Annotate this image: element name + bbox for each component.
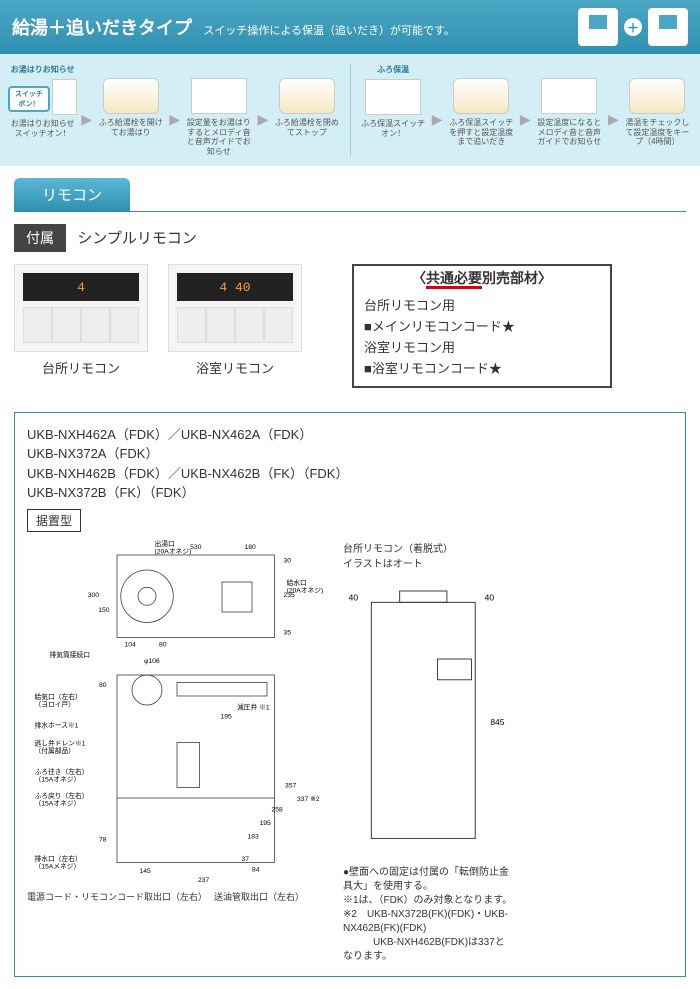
bathtub-icon xyxy=(453,78,509,114)
svg-text:排気筒接続口: 排気筒接続口 xyxy=(50,650,91,659)
svg-text:給気口（左右）（ヨロイ戸）: 給気口（左右）（ヨロイ戸） xyxy=(35,692,82,709)
right-note: 台所リモコン（着脱式） イラストはオート xyxy=(343,540,513,570)
svg-text:逃し弁ドレン※1（付属部品）: 逃し弁ドレン※1（付属部品） xyxy=(35,738,86,755)
flow-step: お湯はりお知らせ スイッチポン！ お湯はりお知らせスイッチオン！ xyxy=(8,64,77,138)
bathtub-icon xyxy=(629,78,685,114)
plus-icon: ＋ xyxy=(624,18,642,36)
parts-list: 台所リモコン用 ■メインリモコンコード★ 浴室リモコン用 ■浴室リモコンコード★ xyxy=(354,290,610,385)
required-parts-box: 〈共通必要別売部材〉 台所リモコン用 ■メインリモコンコード★ 浴室リモコン用 … xyxy=(352,264,612,387)
faucet-icon: 給湯 xyxy=(578,8,618,46)
parts-title: 〈共通必要別売部材〉 xyxy=(354,266,610,290)
parts-line: 台所リモコン用 xyxy=(364,296,600,317)
arrow-icon: ▶ xyxy=(169,111,180,128)
svg-text:30: 30 xyxy=(284,557,292,564)
bath-remote-image: 4 40 xyxy=(168,264,302,352)
remote-caption: 台所リモコン xyxy=(14,358,148,377)
placement-type: 据置型 xyxy=(27,509,81,532)
arrow-icon: ▶ xyxy=(520,111,531,128)
parts-line: ■浴室リモコンコード★ xyxy=(364,359,600,380)
arrow-icon: ▶ xyxy=(608,111,619,128)
svg-text:80: 80 xyxy=(159,641,167,648)
bathtub-icon xyxy=(103,78,159,114)
flow-step: 設定量をお湯はりするとメロディ音と音声ガイドでお知らせ xyxy=(184,64,253,156)
arrow-icon: ▶ xyxy=(432,111,443,128)
svg-text:300: 300 xyxy=(88,592,100,599)
svg-text:237: 237 xyxy=(198,877,210,884)
arrow-icon: ▶ xyxy=(81,111,92,128)
remote-icon xyxy=(52,79,77,115)
kitchen-remote-image: 4 xyxy=(14,264,148,352)
svg-text:減圧弁 ※1: 減圧弁 ※1 xyxy=(237,702,270,711)
section-tab: リモコン xyxy=(14,178,130,211)
oil-label: 送油管取出口（左右） xyxy=(214,892,304,902)
svg-text:排水口（左右）（15Aメネジ）: 排水口（左右）（15Aメネジ） xyxy=(35,854,82,871)
model: UKB-NX372B（FK）（FDK） xyxy=(27,483,673,503)
flow-step: ふろ保温スイッチを押すと設定温度まで追いだき xyxy=(447,64,516,147)
unit-side-drawing: 40 40 845 xyxy=(343,574,513,857)
unit-drawing: 530 180 30 300 150 235 104 80 35 出湯口(20A… xyxy=(27,540,327,885)
svg-text:150: 150 xyxy=(98,607,110,614)
bath-remote: 4 40 浴室リモコン xyxy=(168,264,302,377)
svg-text:78: 78 xyxy=(99,836,107,843)
svg-text:145: 145 xyxy=(140,868,152,875)
model: UKB-NX372A（FDK） xyxy=(27,444,673,464)
svg-text:183: 183 xyxy=(248,833,260,840)
svg-text:ふろ往き（左右）（15Aオネジ）: ふろ往き（左右）（15Aオネジ） xyxy=(35,767,89,784)
svg-text:37: 37 xyxy=(242,856,250,863)
remote-type: シンプルリモコン xyxy=(77,230,197,247)
svg-text:φ106: φ106 xyxy=(144,658,160,665)
svg-text:258: 258 xyxy=(272,806,284,813)
svg-text:195: 195 xyxy=(221,713,233,720)
svg-text:35: 35 xyxy=(284,629,292,636)
parts-line: ■メインリモコンコード★ xyxy=(364,317,600,338)
svg-text:357: 357 xyxy=(285,782,297,789)
svg-text:40: 40 xyxy=(349,592,359,602)
kitchen-remote: 4 台所リモコン xyxy=(14,264,148,377)
remote-section: リモコン 付属 シンプルリモコン 4 台所リモコン 4 40 浴室リモコン 〈共… xyxy=(0,166,700,399)
model: UKB-NXH462B（FDK）／UKB-NX462B（FK）（FDK） xyxy=(27,464,673,484)
flow-step: ふろ給湯栓を開けてお湯はり xyxy=(96,64,165,137)
operation-flow: お湯はりお知らせ スイッチポン！ お湯はりお知らせスイッチオン！ ▶ ふろ給湯栓… xyxy=(0,54,700,166)
svg-text:845: 845 xyxy=(490,717,504,727)
included-tag: 付属 xyxy=(14,224,66,252)
svg-text:84: 84 xyxy=(252,866,260,873)
footnote: ※1は、（FDK）のみ対象となります。 xyxy=(343,894,513,908)
banner-subtitle: スイッチ操作による保温（追いだき）が可能です。 xyxy=(203,25,455,37)
svg-text:給水口(20Aオネジ): 給水口(20Aオネジ) xyxy=(287,578,324,595)
svg-text:40: 40 xyxy=(485,592,495,602)
svg-text:出湯口(20Aオネジ): 出湯口(20Aオネジ) xyxy=(155,540,192,556)
svg-text:排水ホース※1: 排水ホース※1 xyxy=(35,720,79,729)
parts-line: 浴室リモコン用 xyxy=(364,338,600,359)
model-list: UKB-NXH462A（FDK）／UKB-NX462A（FDK） UKB-NX3… xyxy=(27,425,673,503)
remote-caption: 浴室リモコン xyxy=(168,358,302,377)
footnote: ●壁面への固定は付属の「転倒防止金具大」を使用する。 xyxy=(343,866,513,894)
model: UKB-NXH462A（FDK）／UKB-NX462A（FDK） xyxy=(27,425,673,445)
flow-step: ふろ給湯栓を閉めてストップ xyxy=(272,64,341,137)
flow-step: 設定温度になるとメロディ音と音声ガイドでお知らせ xyxy=(535,64,604,147)
svg-text:ふろ戻り（左右）（15Aオネジ）: ふろ戻り（左右）（15Aオネジ） xyxy=(35,791,89,808)
flow-step: 湯温をチェックして設定温度をキープ（4時間） xyxy=(623,64,692,147)
remote-icon xyxy=(365,79,421,115)
svg-text:180: 180 xyxy=(245,544,257,551)
dimension-diagram: UKB-NXH462A（FDK）／UKB-NX462A（FDK） UKB-NX3… xyxy=(14,412,686,977)
arrow-icon: ▶ xyxy=(257,111,268,128)
remote-icon xyxy=(541,78,597,114)
power-label: 電源コード・リモコンコード取出口（左右） xyxy=(27,892,203,902)
footnotes: ●壁面への固定は付属の「転倒防止金具大」を使用する。 ※1は、（FDK）のみ対象… xyxy=(343,866,513,964)
switch-label: スイッチポン！ xyxy=(8,86,50,112)
svg-text:195: 195 xyxy=(260,820,272,827)
banner-title: 給湯＋追いだきタイプ xyxy=(12,18,192,38)
svg-text:337 ※2: 337 ※2 xyxy=(297,796,320,803)
banner-icons: 給湯 ＋ 保温運転 xyxy=(578,8,688,46)
footnote: ※2 UKB-NX372B(FK)(FDK)・UKB-NX462B(FK)(FD… xyxy=(343,908,513,936)
svg-text:104: 104 xyxy=(125,641,137,648)
keep-warm-icon: 保温運転 xyxy=(648,8,688,46)
footnote: UKB-NXH462B(FDK)は337となります。 xyxy=(343,936,513,964)
type-banner: 給湯＋追いだきタイプ スイッチ操作による保温（追いだき）が可能です。 給湯 ＋ … xyxy=(0,0,700,54)
svg-text:530: 530 xyxy=(190,544,202,551)
bathtub-icon xyxy=(279,78,335,114)
remote-icon xyxy=(191,78,247,114)
svg-text:80: 80 xyxy=(99,682,107,689)
flow-step: ふろ保温 ふろ保温スイッチオン！ xyxy=(359,64,428,138)
